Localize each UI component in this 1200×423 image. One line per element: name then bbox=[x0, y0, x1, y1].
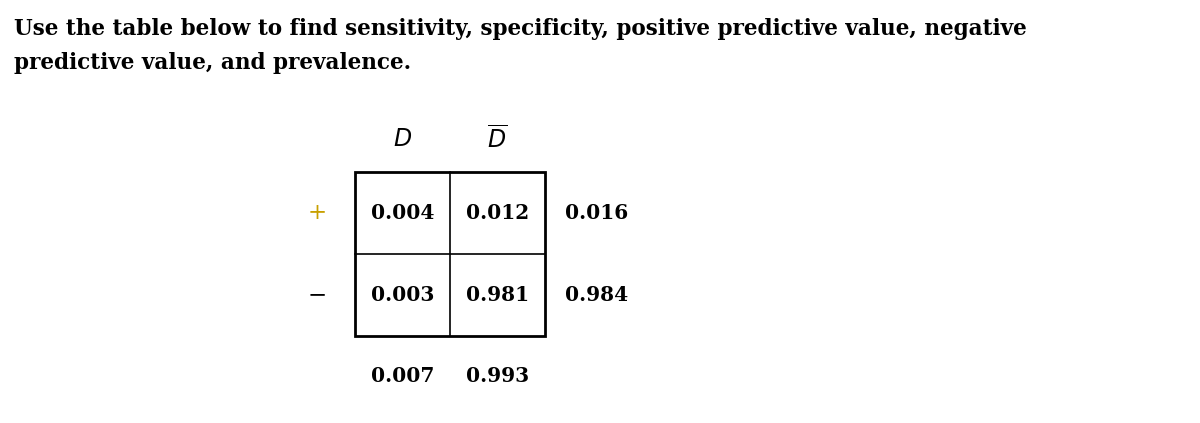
Text: +: + bbox=[307, 202, 326, 224]
Text: predictive value, and prevalence.: predictive value, and prevalence. bbox=[14, 52, 412, 74]
Bar bbox=[355, 172, 545, 336]
Text: $D$: $D$ bbox=[392, 129, 412, 151]
Text: 0.012: 0.012 bbox=[466, 203, 529, 223]
Text: 0.007: 0.007 bbox=[371, 366, 434, 386]
Text: 0.003: 0.003 bbox=[371, 285, 434, 305]
Text: Use the table below to find sensitivity, specificity, positive predictive value,: Use the table below to find sensitivity,… bbox=[14, 18, 1027, 40]
Text: 0.984: 0.984 bbox=[565, 285, 629, 305]
Text: 0.993: 0.993 bbox=[466, 366, 529, 386]
Text: −: − bbox=[307, 284, 326, 306]
Text: 0.981: 0.981 bbox=[466, 285, 529, 305]
Text: $\overline{D}$: $\overline{D}$ bbox=[487, 126, 508, 154]
Text: 0.004: 0.004 bbox=[371, 203, 434, 223]
Text: 0.016: 0.016 bbox=[565, 203, 629, 223]
